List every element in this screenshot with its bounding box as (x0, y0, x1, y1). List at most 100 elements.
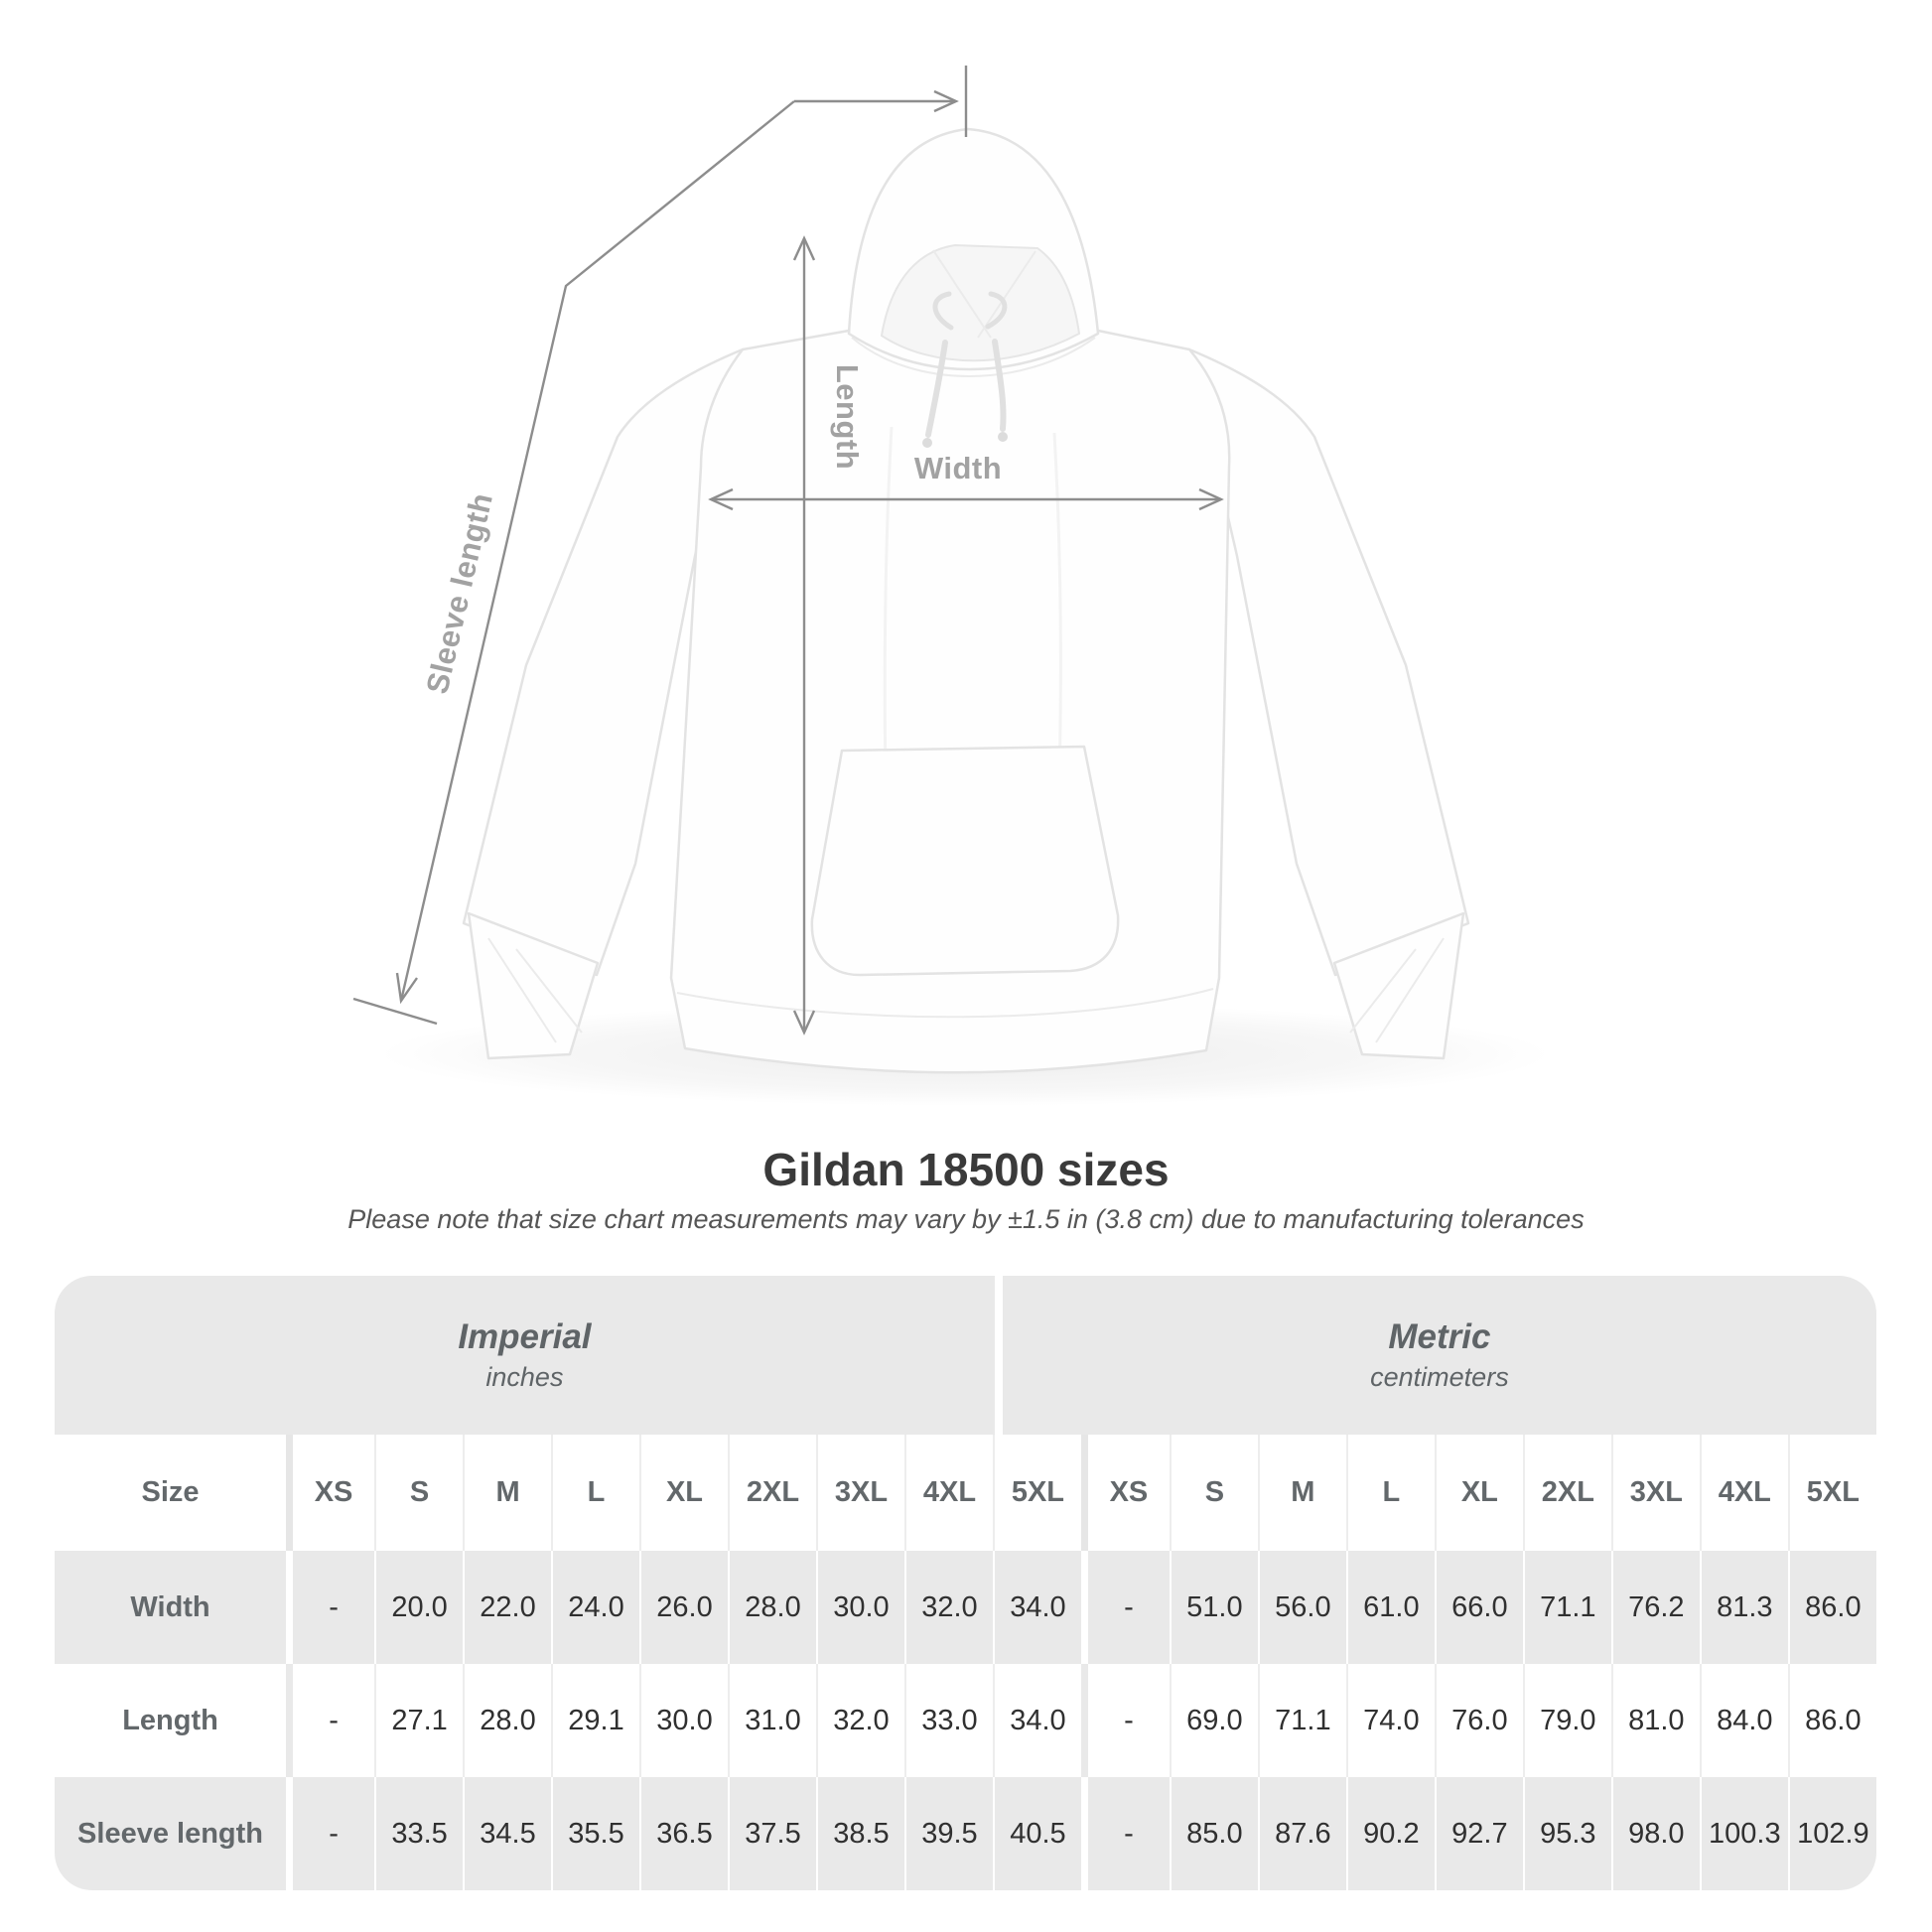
table-cell: 85.0 (1169, 1777, 1258, 1890)
size-column-header: XL (1434, 1435, 1523, 1551)
table-cell: 36.5 (639, 1777, 728, 1890)
table-cell: - (286, 1551, 375, 1664)
row-label-width: Width (55, 1551, 287, 1664)
table-cell: - (1080, 1551, 1170, 1664)
size-column-header: XS (1080, 1435, 1170, 1551)
table-cell: 87.6 (1257, 1777, 1346, 1890)
sleeve-length-measure-label: Sleeve length (420, 489, 500, 697)
length-arrow (792, 235, 816, 1035)
table-cell: 71.1 (1257, 1664, 1346, 1777)
table-cell: 76.2 (1610, 1551, 1700, 1664)
table-cell: 24.0 (551, 1551, 639, 1664)
unit-band: Imperial inches Metric centimeters (55, 1276, 1876, 1435)
imperial-unit-label: inches (485, 1362, 564, 1392)
table-cell: 32.0 (815, 1664, 904, 1777)
table-cell: 34.0 (992, 1551, 1081, 1664)
size-column-header: S (374, 1435, 464, 1551)
size-column-header: 5XL (992, 1435, 1081, 1551)
table-cell: 84.0 (1699, 1664, 1788, 1777)
drawstring (925, 340, 948, 438)
unit-group-imperial: Imperial inches (55, 1276, 995, 1435)
imperial-label: Imperial (458, 1317, 592, 1356)
table-cell: 35.5 (551, 1777, 639, 1890)
size-table-container: Imperial inches Metric centimeters Size … (55, 1276, 1876, 1890)
table-cell: 56.0 (1257, 1551, 1346, 1664)
length-measure-label: Length (830, 364, 865, 470)
hoodie-right-sleeve (1187, 347, 1470, 1060)
metric-unit-label: centimeters (1370, 1362, 1509, 1392)
table-row-width: Width - 20.0 22.0 24.0 26.0 28.0 30.0 32… (55, 1551, 1876, 1664)
size-column-header: XS (286, 1435, 375, 1551)
table-cell: 69.0 (1169, 1664, 1258, 1777)
table-cell: 79.0 (1522, 1664, 1611, 1777)
table-cell: 74.0 (1345, 1664, 1435, 1777)
table-cell: 30.0 (639, 1664, 728, 1777)
table-cell: 95.3 (1522, 1777, 1611, 1890)
table-cell: 66.0 (1434, 1551, 1523, 1664)
table-cell: - (1080, 1777, 1170, 1890)
size-column-header: 4XL (903, 1435, 993, 1551)
row-label-sleeve-length: Sleeve length (55, 1777, 287, 1890)
table-cell: 32.0 (903, 1551, 993, 1664)
table-cell: 98.0 (1610, 1777, 1700, 1890)
table-cell: 51.0 (1169, 1551, 1258, 1664)
drawstring-loop (985, 291, 1008, 330)
size-column-header: 3XL (815, 1435, 904, 1551)
size-column-header: 2XL (1522, 1435, 1611, 1551)
hoodie-hood (847, 127, 1100, 448)
table-cell: - (286, 1664, 375, 1777)
table-cell: 34.5 (463, 1777, 552, 1890)
table-cell: 28.0 (727, 1551, 816, 1664)
table-cell: 86.0 (1787, 1664, 1876, 1777)
page-title: Gildan 18500 sizes (762, 1144, 1170, 1195)
table-cell: 39.5 (903, 1777, 993, 1890)
table-cell: 27.1 (374, 1664, 464, 1777)
width-arrow (708, 487, 1224, 511)
table-cell: 30.0 (815, 1551, 904, 1664)
sleeve-length-arrow (352, 66, 968, 1026)
table-cell: 22.0 (463, 1551, 552, 1664)
table-cell: 81.3 (1699, 1551, 1788, 1664)
unit-group-metric: Metric centimeters (1002, 1276, 1876, 1435)
table-cell: 86.0 (1787, 1551, 1876, 1664)
table-cell: 31.0 (727, 1664, 816, 1777)
row-label-length: Length (55, 1664, 287, 1777)
size-column-header: 3XL (1610, 1435, 1700, 1551)
table-cell: 33.5 (374, 1777, 464, 1890)
table-row-sleeve-length: Sleeve length - 33.5 34.5 35.5 36.5 37.5… (55, 1777, 1876, 1890)
table-cell: 92.7 (1434, 1777, 1523, 1890)
table-cell: 40.5 (992, 1777, 1081, 1890)
table-cell: 26.0 (639, 1551, 728, 1664)
size-column-header: L (1345, 1435, 1435, 1551)
size-column-header: M (463, 1435, 552, 1551)
table-cell: 100.3 (1699, 1777, 1788, 1890)
width-measure-label: Width (914, 451, 1002, 485)
size-table: Size XS S M L XL 2XL 3XL 4XL 5XL XS S M … (55, 1435, 1876, 1890)
size-column-header: XL (639, 1435, 728, 1551)
table-cell: 90.2 (1345, 1777, 1435, 1890)
table-cell: 34.0 (992, 1664, 1081, 1777)
table-cell: 81.0 (1610, 1664, 1700, 1777)
table-cell: 76.0 (1434, 1664, 1523, 1777)
tolerance-note: Please note that size chart measurements… (347, 1204, 1585, 1234)
table-cell: 28.0 (463, 1664, 552, 1777)
hoodie-size-diagram: Length Width Sleeve length (352, 66, 1551, 1106)
size-header-label: Size (55, 1435, 287, 1551)
hoodie-pocket (810, 745, 1120, 977)
table-cell: 20.0 (374, 1551, 464, 1664)
drawstring (992, 339, 1007, 432)
table-cell: 102.9 (1787, 1777, 1876, 1890)
table-cell: 33.0 (903, 1664, 993, 1777)
size-header-row: Size XS S M L XL 2XL 3XL 4XL 5XL XS S M … (55, 1435, 1876, 1551)
drawstring-loop (932, 291, 954, 331)
size-column-header: 2XL (727, 1435, 816, 1551)
drawstring-aglet (922, 438, 932, 448)
table-row-length: Length - 27.1 28.0 29.1 30.0 31.0 32.0 3… (55, 1664, 1876, 1777)
table-cell: 61.0 (1345, 1551, 1435, 1664)
size-column-header: 5XL (1787, 1435, 1876, 1551)
table-cell: - (286, 1777, 375, 1890)
table-cell: - (1080, 1664, 1170, 1777)
size-column-header: 4XL (1699, 1435, 1788, 1551)
size-column-header: S (1169, 1435, 1258, 1551)
